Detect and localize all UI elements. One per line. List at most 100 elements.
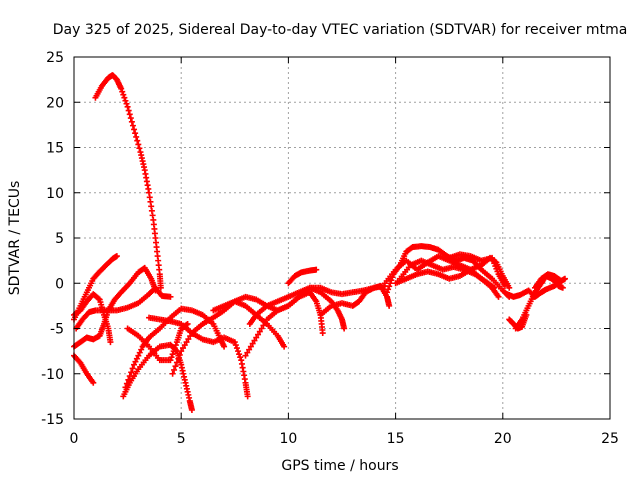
data-point [173,359,180,366]
data-point [122,97,129,104]
data-point [231,339,238,346]
series-track-6 [73,284,174,332]
data-point [133,355,140,362]
data-point [171,345,178,352]
data-point [90,379,97,386]
series-track-1 [92,72,164,291]
data-point [281,343,288,350]
data-point [138,346,145,353]
data-point [124,103,131,110]
y-tick-label: 0 [55,276,64,292]
series-track-21 [446,251,508,289]
data-point [386,302,393,309]
y-tick-label: 15 [46,141,64,157]
data-point [128,369,135,376]
data-point [183,339,190,346]
data-point [559,284,566,291]
data-point [246,346,253,353]
data-point [242,352,249,359]
data-point [184,320,191,327]
data-point [95,295,102,302]
data-point [133,133,140,140]
x-tick-label: 0 [70,431,79,447]
x-tick-label: 10 [279,431,297,447]
ticks: 0 5 10 15 20 25 -15 -10 -5 0 5 10 15 20 25 [41,50,619,447]
data-point [125,107,132,114]
series-track-20 [396,257,498,291]
data-point [178,348,185,355]
data-point [171,366,178,373]
data-point [523,311,530,318]
data-point [235,348,242,355]
data-point [557,277,564,284]
data-point [501,282,508,289]
data-point [132,358,139,365]
series-track-10 [146,314,251,400]
data-point [129,122,136,129]
data-point [131,126,138,133]
y-tick-label: -10 [41,367,64,383]
data-point [262,319,269,326]
data-point [126,111,133,118]
data-point [168,354,175,361]
data-point [172,342,179,349]
y-tick-label: 5 [55,231,64,247]
data-point [123,100,130,107]
data-point [319,330,326,337]
series-track-14 [285,266,320,287]
data-point [107,339,114,346]
series-track-7 [120,341,195,413]
data-point [258,325,265,332]
data-point [128,118,135,125]
data-point [384,289,391,296]
series-track-24 [506,311,530,332]
data-point [233,345,240,352]
data-point [247,343,254,350]
data-point [185,336,192,343]
data-point [255,331,262,338]
data-point [118,85,125,92]
data-point [341,325,348,332]
data-point [132,130,139,137]
series-track-5 [71,352,97,386]
data-point [122,384,129,391]
data-point [135,141,142,148]
data-point [170,348,177,355]
data-point [135,352,142,359]
x-tick-label: 5 [177,431,186,447]
data-point [179,345,186,352]
data-point [237,354,244,361]
data-point [313,266,320,273]
data-point [134,137,141,144]
data-point [125,376,132,383]
y-tick-label: 10 [46,186,64,202]
data-point [136,145,143,152]
data-point [167,357,174,364]
data-point [256,328,263,335]
data-point [169,351,176,358]
y-tick-label: 20 [46,95,64,111]
data-point [221,343,228,350]
data-point [491,284,498,291]
y-tick-label: -15 [41,412,64,428]
x-tick-label: 25 [601,431,619,447]
series-track-16 [317,282,393,318]
data-point [232,342,239,349]
data-point [236,351,243,358]
data-point [169,370,176,377]
data-point [249,340,256,347]
data-point [120,91,127,98]
data-point [172,363,179,370]
data-point [113,253,120,260]
data-point [119,88,126,95]
x-tick-label: 15 [387,431,405,447]
data-point [506,284,513,291]
data-point [121,94,128,101]
y-tick-label: -5 [50,322,64,338]
data-point [386,283,393,290]
y-axis-label: SDTVAR / TECUs [7,181,23,296]
data-layer [71,72,568,413]
series-track-15 [246,284,348,332]
data-point [187,333,194,340]
